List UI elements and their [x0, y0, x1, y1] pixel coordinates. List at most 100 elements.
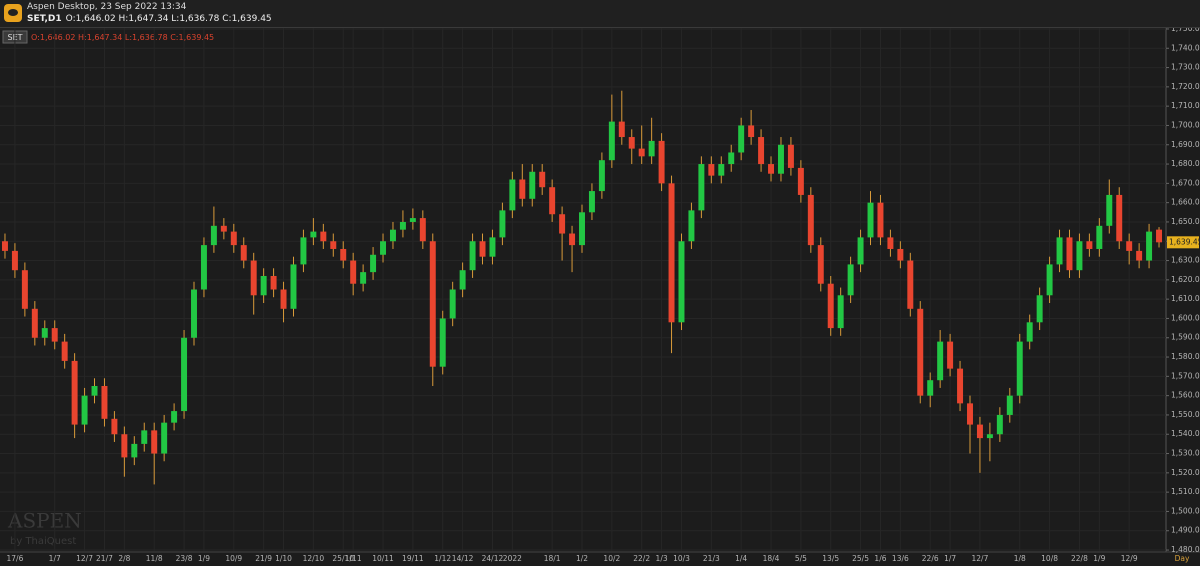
symbol-line: SET,D1 O:1,646.02 H:1,647.34 L:1,636.78 C…: [27, 14, 272, 24]
y-tick-label: 1,510.00: [1171, 487, 1200, 496]
candle-body: [360, 272, 367, 284]
candle-body: [419, 218, 426, 242]
candle-body: [1136, 250, 1143, 261]
candle-body: [1066, 237, 1073, 271]
candle-body: [1156, 229, 1163, 243]
candle-body: [1126, 241, 1133, 251]
candle-body: [678, 241, 685, 323]
y-tick-label: 1,600.00: [1171, 313, 1200, 322]
candle-body: [1026, 322, 1033, 342]
candle-body: [11, 250, 18, 271]
candle-body: [1086, 241, 1093, 249]
candle-body: [399, 221, 406, 230]
x-tick-label: 19/11: [402, 554, 424, 563]
candle-body: [539, 171, 546, 188]
y-tick-label: 1,590.00: [1171, 333, 1200, 342]
candle-body: [698, 164, 705, 211]
candle-body: [797, 167, 804, 195]
candle-body: [459, 270, 466, 290]
candle-body: [1106, 194, 1113, 226]
candle-body: [330, 241, 337, 249]
candle-body: [81, 395, 88, 425]
candle-body: [559, 214, 566, 234]
candle-body: [927, 380, 934, 396]
candle-body: [549, 187, 556, 215]
candle-body: [61, 341, 68, 361]
candle-body: [976, 424, 983, 439]
chart-background: [0, 28, 1200, 566]
symbol: SET,D1: [27, 14, 62, 24]
candle-body: [350, 260, 357, 284]
candle-body: [370, 254, 377, 273]
candle-body: [260, 275, 267, 296]
candle-body: [509, 179, 516, 211]
candle-body: [1, 241, 8, 251]
candle-body: [429, 241, 436, 367]
x-tick-label: 13/5: [822, 554, 839, 563]
y-tick-label: 1,720.00: [1171, 82, 1200, 91]
y-tick-label: 1,530.00: [1171, 449, 1200, 458]
candle-body: [1016, 341, 1023, 396]
app-logo: [4, 4, 22, 22]
y-tick-label: 1,550.00: [1171, 410, 1200, 419]
x-tick-label: 10/11: [372, 554, 394, 563]
x-tick-label: 12/7: [76, 554, 93, 563]
candle-body: [21, 270, 28, 309]
candle-body: [191, 289, 197, 338]
x-tick-label: 1/7: [944, 554, 956, 563]
candle-body: [598, 160, 605, 192]
candle-body: [121, 434, 128, 458]
candle-body: [230, 231, 237, 246]
candle-body: [608, 121, 615, 161]
candle-body: [380, 241, 387, 255]
x-tick-label: 1/6: [874, 554, 886, 563]
candle-body: [449, 289, 456, 319]
candle-body: [51, 328, 58, 342]
x-tick-label: 1/11: [345, 554, 362, 563]
candle-body: [758, 137, 765, 165]
candle-body: [101, 385, 108, 419]
candle-body: [41, 328, 48, 338]
candle-body: [748, 125, 755, 138]
candle-body: [768, 164, 775, 174]
candle-body: [877, 202, 884, 238]
y-tick-label: 1,610.00: [1171, 294, 1200, 303]
x-tick-label: 12/10: [303, 554, 325, 563]
candle-body: [817, 245, 824, 284]
x-tick-label: 23/8: [176, 554, 193, 563]
y-tick-label: 1,700.00: [1171, 120, 1200, 129]
candle-body: [340, 248, 347, 261]
candle-body: [409, 218, 416, 222]
candle-body: [658, 140, 665, 184]
x-axis-label: Day: [1175, 554, 1190, 563]
candle-body: [71, 360, 78, 425]
candle-body: [280, 289, 287, 309]
candle-body: [320, 231, 327, 242]
candle-body: [708, 164, 715, 176]
candle-body: [290, 264, 297, 309]
x-tick-label: 1/3: [656, 554, 668, 563]
candle-body: [618, 121, 625, 138]
x-tick-label: 21/3: [703, 554, 720, 563]
candle-body: [499, 210, 506, 238]
candle-body: [181, 337, 188, 412]
candle-body: [1146, 231, 1153, 261]
candle-body: [489, 237, 496, 257]
candle-body: [917, 308, 924, 396]
candle-body: [807, 194, 814, 246]
watermark: ASPEN: [7, 509, 82, 533]
x-tick-label: 2022: [503, 554, 522, 563]
x-tick-label: 1/2: [576, 554, 588, 563]
x-tick-label: 5/5: [795, 554, 807, 563]
candle-body: [1056, 237, 1063, 265]
candle-body: [579, 212, 585, 246]
x-tick-label: 12/9: [1121, 554, 1138, 563]
watermark-sub: by ThaiQuest: [10, 536, 76, 547]
x-tick-label: 12/7: [972, 554, 989, 563]
y-tick-label: 1,730.00: [1171, 63, 1200, 72]
y-tick-label: 1,480.00: [1171, 545, 1200, 554]
x-tick-label: 1/9: [198, 554, 210, 563]
candle-body: [300, 237, 307, 265]
candle-body: [847, 264, 854, 296]
x-tick-label: 18/1: [544, 554, 561, 563]
